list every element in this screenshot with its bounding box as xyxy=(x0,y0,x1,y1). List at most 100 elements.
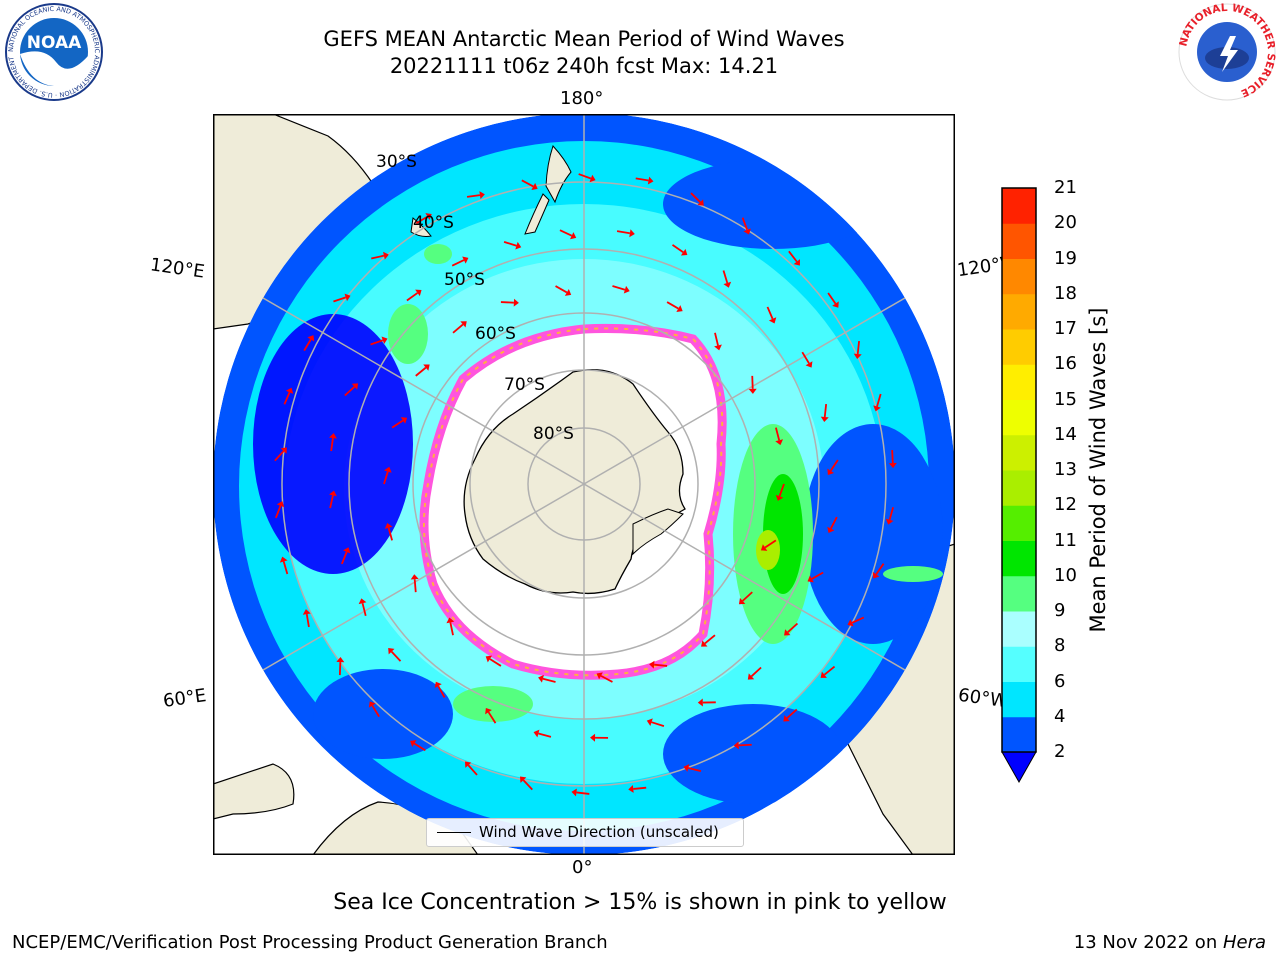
wave-arrow-shaft xyxy=(787,622,799,633)
wave-arrow-shaft xyxy=(671,244,684,253)
wave-arrow-head xyxy=(410,740,417,747)
wave-arrow-shaft xyxy=(303,339,312,352)
wave-arrow-shaft xyxy=(633,786,647,790)
wave-arrow-head xyxy=(381,336,388,345)
wave-arrow-head xyxy=(872,572,880,579)
wave-arrow-head xyxy=(351,383,359,390)
lat-label-50s: 50°S xyxy=(444,270,485,290)
wave-arrow-shaft xyxy=(415,366,427,377)
wave-arrow-shaft xyxy=(413,579,417,593)
wave-arrow-shaft xyxy=(437,685,446,698)
colorbar-tick-label: 20 xyxy=(1054,212,1077,234)
wave-arrow-shaft xyxy=(466,194,481,198)
wave-arrow-shaft xyxy=(714,332,719,346)
wave-arrow-head xyxy=(697,199,704,206)
wave-arrow-head xyxy=(383,466,392,473)
wave-arrow-shaft xyxy=(451,259,465,267)
wave-arrow-shaft xyxy=(521,179,534,188)
colorbar-label: Mean Period of Wind Waves [s] xyxy=(1086,307,1110,633)
colorbar-segment xyxy=(1002,575,1036,612)
credit-branch: NCEP/EMC/Verification Post Processing Pr… xyxy=(12,932,608,953)
wave-arrow-shaft xyxy=(888,507,894,521)
wave-arrow-head xyxy=(368,701,376,708)
colorbar-tick-label: 8 xyxy=(1054,635,1066,657)
colorbar-tick-label: 10 xyxy=(1054,564,1077,586)
colorbar-tick-label: 12 xyxy=(1054,494,1077,516)
wave-arrow-head xyxy=(805,361,813,368)
colorbar-segment xyxy=(1002,716,1036,753)
wave-arrow-head xyxy=(410,574,419,580)
wave-arrow-head xyxy=(383,251,389,260)
lon-label-60e: 60°E xyxy=(161,685,208,712)
colorbar-tick-label: 11 xyxy=(1054,529,1077,551)
wave-arrow-head xyxy=(714,344,722,351)
wave-arrow-shaft xyxy=(329,495,334,509)
wave-arrow-shaft xyxy=(341,551,348,565)
wave-arrow-shaft xyxy=(305,613,310,628)
wave-arrow-head xyxy=(276,501,285,508)
wave-arrow-shaft xyxy=(555,285,568,294)
wave-arrow-shaft xyxy=(612,285,626,291)
wave-arrow-shaft xyxy=(830,516,838,530)
colorbar-segment xyxy=(1002,293,1036,330)
colorbar-segment xyxy=(1002,258,1036,295)
wave-arrow-head xyxy=(873,405,881,412)
wave-arrow-head xyxy=(888,462,897,469)
wave-arrow-shaft xyxy=(578,173,592,180)
wave-arrow-shaft xyxy=(811,571,824,580)
wave-arrow-shaft xyxy=(487,711,497,724)
wave-arrow-shaft xyxy=(766,306,774,320)
wave-arrow-shaft xyxy=(282,561,289,575)
wave-arrow-head xyxy=(307,335,315,342)
wave-arrow-head xyxy=(768,317,777,324)
colorbar-segment xyxy=(1002,329,1036,365)
wave-arrow-shaft xyxy=(333,296,347,303)
wave-arrow-shaft xyxy=(801,351,810,364)
colorbar-segment xyxy=(1002,470,1036,506)
wave-arrow-head xyxy=(748,388,757,394)
wave-arrow-head xyxy=(853,353,862,359)
wave-arrow-head xyxy=(646,718,653,726)
map-legend: Wind Wave Direction (unscaled) xyxy=(426,818,744,847)
legend-label: Wind Wave Direction (unscaled) xyxy=(479,823,719,841)
wave-arrow-shaft xyxy=(390,650,402,662)
wave-arrow-head xyxy=(783,715,790,722)
wave-arrow-head xyxy=(462,256,469,264)
chart-title: GEFS MEAN Antarctic Mean Period of Wind … xyxy=(323,27,845,51)
polar-map xyxy=(213,114,955,855)
wave-arrow-head xyxy=(446,617,455,624)
wave-arrow-head xyxy=(827,468,835,475)
lat-label-70s: 70°S xyxy=(504,375,545,395)
wave-arrow-shaft xyxy=(875,563,885,575)
colorbar xyxy=(1001,187,1037,784)
colorbar-tick-label: 2 xyxy=(1054,741,1066,762)
wave-arrow-head xyxy=(425,213,432,221)
colorbar-tick-label: 18 xyxy=(1054,282,1077,304)
lon-label-0: 0° xyxy=(572,857,593,878)
colorbar-tick-label: 21 xyxy=(1054,177,1077,198)
wave-arrow-head xyxy=(885,518,894,525)
wave-arrow-shaft xyxy=(467,764,478,776)
chart-subtitle: 20221111 t06z 240h fcst Max: 14.21 xyxy=(389,54,779,78)
wave-arrow-head xyxy=(479,191,485,200)
wave-arrow-shaft xyxy=(522,779,533,791)
wave-arrow-shaft xyxy=(449,622,454,636)
wave-arrow-head xyxy=(485,707,492,715)
wave-arrow-shaft xyxy=(666,301,679,310)
wave-arrow-head xyxy=(723,281,732,288)
wave-arrow-shaft xyxy=(823,665,836,676)
wave-arrow-shaft xyxy=(688,767,702,772)
wave-arrow-shaft xyxy=(722,270,729,284)
wave-arrow-head xyxy=(784,629,791,636)
colorbar-segment xyxy=(1002,646,1036,682)
wave-arrow-head xyxy=(465,761,472,768)
wave-arrow-shaft xyxy=(823,403,828,418)
wave-arrow-shaft xyxy=(775,427,781,441)
wave-arrow-head xyxy=(738,597,746,605)
wave-arrow-shaft xyxy=(542,677,556,683)
colorbar-segment xyxy=(1002,540,1036,577)
lon-label-180: 180° xyxy=(560,88,604,109)
wave-arrow-head xyxy=(680,248,688,256)
antarctica xyxy=(463,369,686,595)
wind-wave-arrows xyxy=(274,173,897,797)
